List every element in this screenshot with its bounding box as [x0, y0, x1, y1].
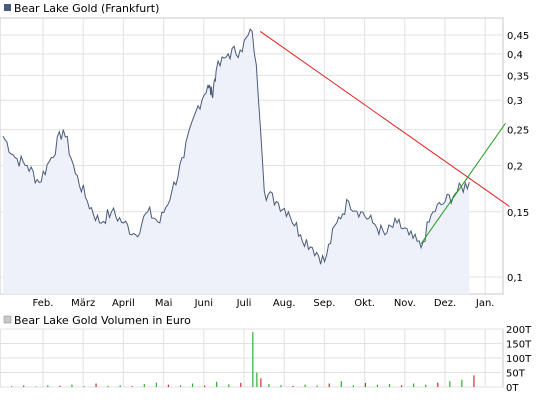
volume-y-tick-label: 50T — [506, 369, 526, 380]
price-x-tick-label: Juni — [194, 298, 213, 309]
volume-bar — [449, 381, 451, 387]
price-series-line — [2, 28, 470, 265]
price-area — [3, 29, 470, 294]
volume-y-tick-labels: 0T 50T 100T 150T 200T — [506, 325, 532, 394]
price-x-tick-label: Mai — [155, 298, 173, 309]
volume-grid — [0, 328, 503, 388]
volume-bar — [256, 372, 258, 387]
volume-bar — [119, 385, 121, 387]
volume-bar — [23, 385, 25, 387]
price-y-tick-label: 0,15 — [507, 208, 529, 219]
volume-bar — [400, 385, 403, 387]
volume-bar — [131, 386, 133, 387]
volume-y-tick-label: 200T — [506, 325, 532, 336]
volume-bar — [47, 385, 49, 387]
price-x-tick-labels: Feb. März April Mai Juni Juli Aug. Sep. Okt. Nov.… — [33, 298, 495, 309]
price-x-tick-label: Aug. — [273, 298, 296, 309]
price-y-tick-label: 0,1 — [507, 273, 523, 284]
price-y-tick-label: 0,2 — [507, 161, 523, 172]
price-x-tick-label: Okt. — [354, 298, 375, 309]
volume-bar — [376, 384, 379, 387]
volume-bar — [437, 382, 439, 387]
volume-y-tick-label: 150T — [506, 340, 532, 351]
volume-bar — [107, 385, 109, 387]
volume-bar — [413, 383, 415, 387]
volume-bar — [473, 375, 475, 387]
volume-y-tick-label: 0T — [506, 383, 519, 394]
volume-chart-title: Bear Lake Gold Volumen in Euro — [14, 314, 191, 327]
volume-bar — [83, 386, 85, 387]
volume-bar — [167, 384, 170, 387]
price-area-fill — [3, 29, 470, 294]
volume-bar — [316, 385, 318, 387]
price-chart-title: Bear Lake Gold (Frankfurt) — [14, 2, 159, 15]
volume-bar — [425, 384, 427, 387]
volume-bar — [352, 385, 354, 387]
volume-bar — [95, 383, 97, 387]
volume-bar — [268, 384, 270, 387]
volume-bar — [179, 385, 182, 387]
trendlines — [259, 31, 510, 245]
volume-bar — [280, 385, 282, 387]
volume-legend-swatch — [3, 315, 12, 324]
support-trendline — [420, 122, 506, 245]
volume-bar — [71, 384, 73, 387]
volume-bar — [388, 384, 391, 387]
price-y-tick-label: 0,45 — [507, 31, 529, 42]
volume-bar — [240, 382, 242, 387]
volume-bar — [59, 385, 61, 387]
price-line — [2, 28, 470, 265]
price-y-tick-labels: 0,1 0,15 0,2 0,25 0,3 0,35 0,4 0,45 — [507, 31, 529, 284]
volume-bar — [252, 331, 254, 387]
volume-bar — [461, 379, 463, 387]
volume-bar — [143, 384, 145, 387]
volume-bar — [11, 386, 13, 387]
price-x-tick-label: Juli — [236, 298, 252, 309]
volume-bar — [304, 384, 306, 387]
price-x-tick-label: Feb. — [33, 298, 54, 309]
volume-bar — [260, 378, 262, 387]
price-x-tick-label: April — [112, 298, 135, 309]
price-y-tick-label: 0,3 — [507, 96, 523, 107]
volume-bar — [292, 385, 294, 387]
volume-bar — [191, 383, 194, 387]
price-y-tick-label: 0,35 — [507, 71, 529, 82]
volume-bar — [216, 381, 218, 387]
price-x-tick-label: Sep. — [313, 298, 335, 309]
volume-bar — [340, 381, 342, 387]
price-legend-swatch — [4, 4, 11, 11]
volume-bar — [35, 386, 37, 387]
price-y-tick-label: 0,25 — [507, 126, 529, 137]
volume-y-tick-label: 100T — [506, 354, 532, 365]
price-x-tick-label: Jan. — [475, 298, 495, 309]
volume-bar — [328, 383, 330, 387]
price-x-tick-label: Dez. — [434, 298, 456, 309]
volume-bar — [155, 382, 157, 387]
price-x-tick-label: März — [71, 298, 95, 309]
price-x-tick-label: Nov. — [394, 298, 416, 309]
volume-bar — [364, 382, 366, 387]
volume-bar — [228, 384, 230, 387]
volume-bar — [204, 385, 206, 387]
price-y-tick-label: 0,4 — [507, 50, 523, 61]
volume-bars — [11, 331, 475, 387]
